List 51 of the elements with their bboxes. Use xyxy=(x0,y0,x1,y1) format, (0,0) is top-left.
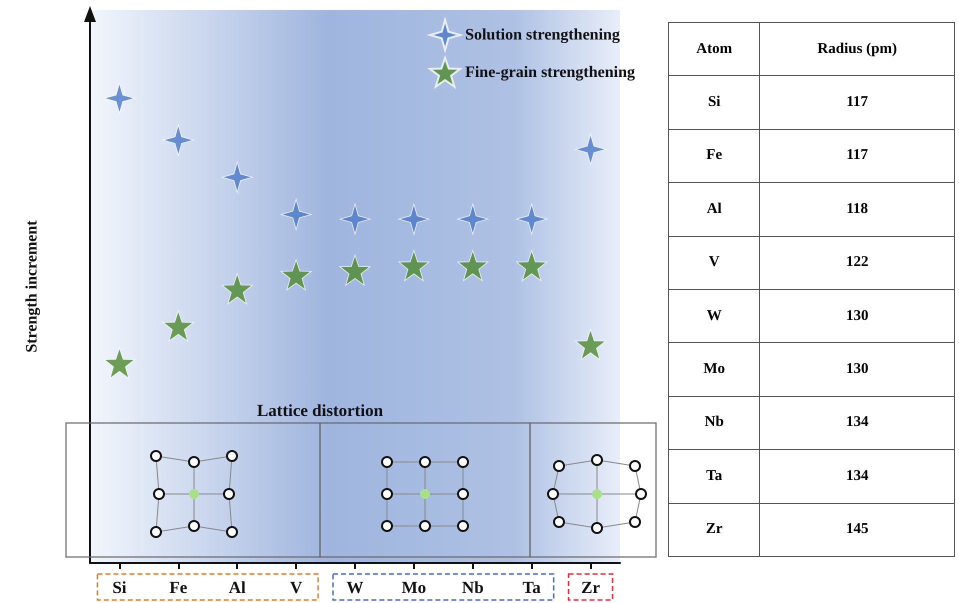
legend-label: Solution strengthening xyxy=(465,26,620,44)
data-label: 118 xyxy=(760,182,954,236)
category-label: Nb xyxy=(668,396,760,450)
category-label: V xyxy=(668,236,760,290)
data-label: 122 xyxy=(760,236,954,290)
x-tick-label: Mo xyxy=(402,578,426,597)
point xyxy=(398,250,430,281)
point xyxy=(280,199,312,230)
point xyxy=(516,204,548,235)
x-tick-label: W xyxy=(346,578,364,597)
point xyxy=(162,124,194,156)
point xyxy=(340,204,370,235)
point xyxy=(457,204,488,235)
point xyxy=(104,348,135,379)
point xyxy=(280,259,312,290)
point xyxy=(162,310,194,342)
text: Atom xyxy=(668,22,760,76)
x-tick-label: Al xyxy=(228,578,246,597)
x-tick-label: Zr xyxy=(581,578,600,597)
point xyxy=(457,250,488,281)
point xyxy=(516,250,548,281)
data-label: 130 xyxy=(760,289,954,343)
x-tick-label: Nb xyxy=(462,578,484,597)
point xyxy=(222,162,253,193)
category-label: Si xyxy=(668,76,760,130)
data-label: 117 xyxy=(760,129,954,183)
data-label: 145 xyxy=(760,503,954,556)
category-label: Ta xyxy=(668,450,760,504)
point xyxy=(575,134,606,165)
category-label: Fe xyxy=(668,129,760,183)
x-tick-label: Fe xyxy=(169,578,188,597)
point xyxy=(222,273,253,304)
category-label: W xyxy=(668,289,760,343)
data-label: 134 xyxy=(760,396,954,450)
annotation: Lattice distortion xyxy=(256,401,384,420)
point xyxy=(575,329,606,360)
point xyxy=(398,204,430,235)
point xyxy=(340,254,370,286)
data-label: 130 xyxy=(760,342,954,396)
category-label: Al xyxy=(668,182,760,236)
data-label: 134 xyxy=(760,450,954,504)
text: Radius (pm) xyxy=(760,22,954,76)
point xyxy=(104,82,135,114)
y-axis-title: Strength increment xyxy=(24,220,40,353)
x-tick-label: Si xyxy=(112,578,127,597)
legend-label: Fine-grain strengthening xyxy=(465,64,636,81)
category-label: Zr xyxy=(668,503,760,556)
x-tick-label: V xyxy=(290,578,303,597)
x-tick-label: Ta xyxy=(522,578,542,597)
data-label: 117 xyxy=(760,76,954,130)
category-label: Mo xyxy=(668,342,760,396)
